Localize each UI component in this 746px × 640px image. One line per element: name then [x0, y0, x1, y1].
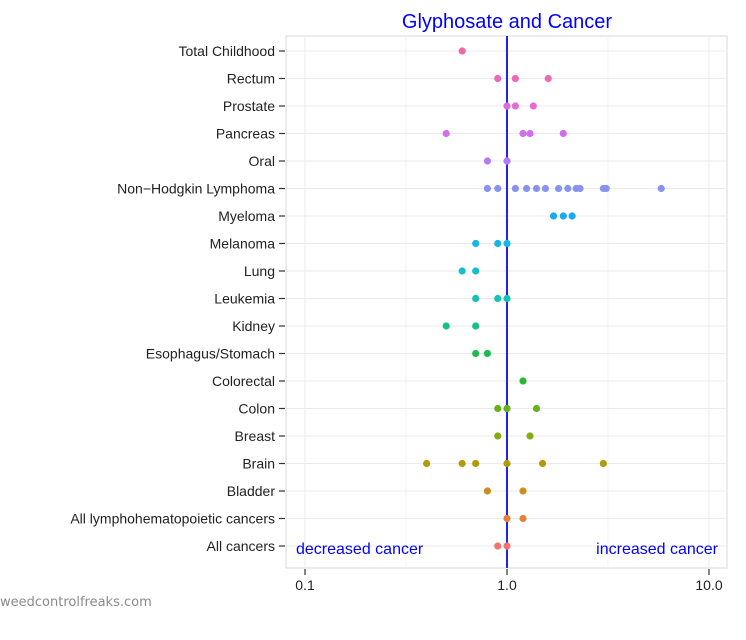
data-point: [532, 404, 541, 413]
data-point: [519, 129, 527, 138]
watermark: weedcontrolfreaks.com: [0, 595, 152, 610]
data-point: [602, 184, 610, 193]
y-tick-label: Lung: [244, 263, 275, 279]
data-point: [472, 267, 480, 275]
data-point: [526, 432, 534, 440]
data-point: [472, 294, 480, 303]
data-point: [494, 542, 502, 550]
y-tick-label: Rectum: [227, 71, 275, 87]
y-tick-label: Melanoma: [210, 236, 276, 252]
data-point: [503, 102, 511, 110]
y-tick-label: Prostate: [223, 98, 275, 114]
data-point: [511, 74, 519, 83]
chart-title: Glyphosate and Cancer: [402, 11, 612, 33]
data-point: [472, 349, 480, 358]
data-point: [599, 459, 607, 468]
data-point: [538, 459, 547, 468]
y-tick-label: Colorectal: [212, 373, 275, 389]
y-tick-label: Leukemia: [214, 291, 275, 307]
data-point: [503, 239, 511, 248]
data-point: [458, 47, 466, 55]
data-points: [423, 47, 665, 550]
annotation-increased: increased cancer: [596, 541, 719, 558]
data-point: [503, 294, 511, 303]
data-point: [458, 267, 466, 275]
data-point: [442, 322, 450, 330]
data-point: [568, 212, 576, 220]
data-point: [519, 487, 527, 495]
data-point: [483, 349, 492, 358]
data-point: [511, 184, 519, 193]
data-point: [503, 459, 511, 468]
data-point: [657, 184, 665, 193]
data-point: [503, 514, 511, 523]
data-point: [544, 74, 552, 83]
data-point: [483, 487, 492, 495]
data-point: [472, 322, 480, 330]
data-point: [503, 404, 511, 413]
data-point: [522, 184, 531, 193]
y-tick-label: Esophagus/Stomach: [146, 346, 275, 362]
data-point: [494, 294, 502, 303]
data-point: [494, 74, 502, 83]
x-tick-label: 1.0: [497, 577, 517, 593]
y-tick-label: Colon: [238, 401, 275, 417]
data-point: [532, 184, 541, 193]
y-tick-label: Bladder: [227, 483, 276, 499]
data-point: [483, 157, 492, 165]
data-point: [519, 377, 527, 385]
y-tick-label: Pancreas: [216, 126, 275, 142]
data-point: [423, 459, 431, 468]
data-point: [511, 102, 519, 110]
x-tick-label: 0.1: [295, 577, 315, 593]
data-point: [472, 459, 480, 468]
y-tick-label: Non−Hodgkin Lymphoma: [117, 181, 275, 197]
y-tick-label: Total Childhood: [178, 43, 275, 59]
data-point: [442, 129, 450, 138]
data-point: [541, 184, 550, 193]
data-point: [549, 212, 558, 220]
y-tick-label: Myeloma: [218, 208, 275, 224]
y-tick-label: Oral: [249, 153, 275, 169]
data-point: [526, 129, 534, 138]
data-point: [494, 404, 502, 413]
data-point: [494, 184, 502, 193]
y-tick-label: All lymphohematopoietic cancers: [70, 511, 275, 527]
y-tick-label: All cancers: [207, 538, 275, 554]
data-point: [554, 184, 563, 193]
y-tick-label: Brain: [242, 456, 275, 472]
data-point: [472, 239, 480, 248]
data-point: [559, 212, 567, 220]
data-point: [576, 184, 584, 193]
y-tick-label: Breast: [235, 428, 276, 444]
data-point: [529, 102, 537, 110]
annotation-decreased: decreased cancer: [296, 541, 424, 558]
chart: Total Childhood Rectum Prostate Pancreas Ora…: [70, 11, 728, 593]
y-tick-labels: Total Childhood Rectum Prostate Pancreas Ora…: [70, 43, 285, 554]
data-point: [503, 542, 511, 550]
data-point: [519, 514, 527, 523]
data-point: [483, 184, 492, 193]
x-tick-labels: 0.1 1.0 10.0: [295, 569, 723, 593]
data-point: [564, 184, 572, 193]
data-point: [494, 432, 502, 440]
x-tick-label: 10.0: [695, 577, 722, 593]
data-point: [559, 129, 567, 138]
data-point: [503, 157, 511, 165]
data-point: [458, 459, 466, 468]
data-point: [494, 239, 502, 248]
y-tick-label: Kidney: [232, 318, 275, 334]
